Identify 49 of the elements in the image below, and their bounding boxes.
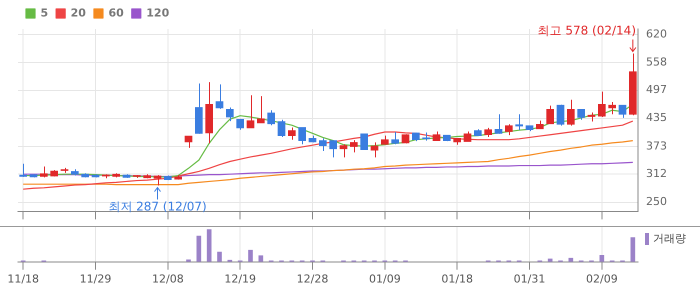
- candlestick: [154, 174, 162, 186]
- candlestick: [216, 84, 224, 110]
- bar: [248, 250, 253, 262]
- legend-label: 5: [40, 6, 48, 20]
- bar: [196, 236, 202, 262]
- candlestick: [184, 136, 192, 148]
- y-tick-label: 250: [646, 195, 667, 208]
- x-tick-label: 01/09: [368, 272, 401, 286]
- candlestick: [464, 131, 472, 142]
- candlestick: [360, 133, 368, 150]
- legend-label: 20: [70, 6, 86, 20]
- annotation: 최저 287 (12/07): [108, 200, 207, 214]
- candlestick: [50, 170, 58, 177]
- bar: [630, 237, 636, 262]
- x-tick-label: 11/18: [7, 272, 40, 286]
- candlestick: [432, 131, 440, 142]
- candlestick: [60, 167, 68, 174]
- x-tick-label: 02/09: [586, 272, 618, 286]
- annotation: 최고 578 (02/14): [538, 24, 636, 38]
- legend-label: 60: [108, 6, 124, 20]
- candlestick: [370, 142, 378, 158]
- bar: [600, 255, 604, 262]
- legend-label: 거래량: [653, 232, 686, 245]
- x-tick-label: 11/29: [80, 272, 112, 286]
- candlestick: [257, 96, 265, 124]
- y-tick-label: 497: [646, 83, 667, 96]
- candlestick: [350, 140, 358, 153]
- candlestick: [278, 119, 286, 138]
- x-tick-label: 01/31: [514, 272, 546, 286]
- y-tick-label: 620: [646, 27, 667, 40]
- bar: [217, 252, 222, 262]
- candlestick: [588, 112, 596, 122]
- bar: [548, 258, 552, 262]
- x-tick-label: 01/18: [441, 272, 474, 286]
- x-tick-label: 12/19: [224, 272, 256, 286]
- y-tick-label: 312: [646, 167, 667, 180]
- candlestick: [556, 104, 564, 126]
- legend-label: 120: [146, 6, 170, 20]
- y-tick-label: 373: [646, 139, 667, 152]
- candlestick: [308, 135, 316, 143]
- candlestick: [453, 138, 461, 146]
- x-tick-label: 12/08: [152, 272, 184, 286]
- bar: [258, 255, 264, 262]
- bar: [206, 229, 212, 262]
- y-tick-label: 435: [646, 111, 667, 124]
- x-tick-label: 12/28: [296, 272, 328, 286]
- y-tick-label: 558: [646, 55, 667, 68]
- candlestick: [102, 174, 110, 179]
- candlestick: [133, 174, 141, 178]
